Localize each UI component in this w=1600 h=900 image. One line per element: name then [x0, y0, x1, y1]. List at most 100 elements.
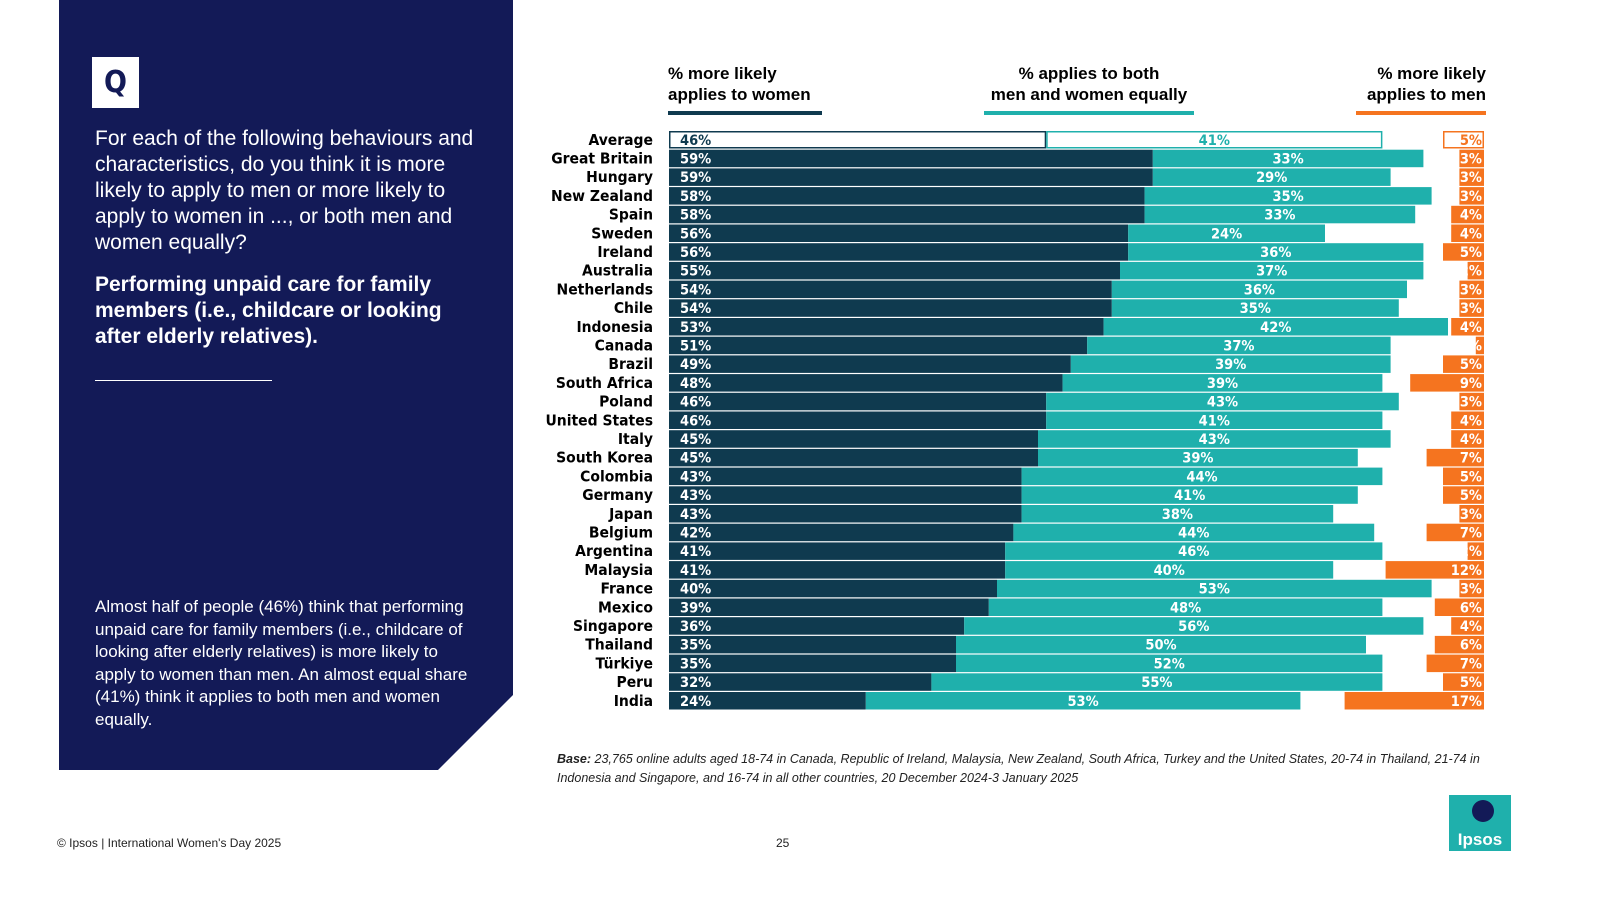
label-both: 53% — [1067, 694, 1098, 710]
base-label: Base: — [557, 752, 592, 766]
label-men: 6% — [1460, 638, 1482, 654]
label-both: 33% — [1272, 151, 1303, 167]
category-label: Peru — [617, 673, 654, 691]
label-men: 3% — [1460, 170, 1482, 186]
bar-both — [956, 635, 1366, 654]
label-both: 43% — [1207, 395, 1238, 411]
label-women: 56% — [680, 245, 711, 261]
category-label: New Zealand — [551, 187, 653, 205]
category-label: Spain — [609, 206, 653, 224]
category-label: Chile — [614, 299, 653, 317]
category-label: Thailand — [585, 636, 653, 654]
label-men: 3% — [1460, 282, 1482, 298]
legend-women-swatch — [668, 111, 822, 115]
bar-men — [1443, 355, 1484, 373]
category-label: Canada — [595, 336, 653, 354]
label-men: 3% — [1460, 507, 1482, 523]
legend-women-line2: applies to women — [668, 85, 811, 104]
bar-women — [669, 635, 956, 654]
bar-men — [1385, 561, 1484, 579]
label-men: 4% — [1460, 208, 1482, 224]
category-label: France — [601, 580, 653, 598]
bar-women — [669, 542, 1006, 560]
bar-women — [669, 280, 1112, 299]
label-women: 24% — [680, 694, 711, 710]
category-label: South Korea — [556, 449, 653, 467]
bar-women — [669, 299, 1112, 317]
bar-both — [1103, 318, 1448, 336]
label-both: 36% — [1244, 282, 1275, 298]
bar-women — [669, 448, 1038, 467]
label-women: 49% — [680, 357, 711, 373]
label-women: 56% — [680, 226, 711, 242]
copyright: © Ipsos | International Women's Day 2025 — [57, 836, 282, 850]
label-both: 46% — [1178, 544, 1209, 560]
bar-men — [1443, 486, 1484, 504]
label-women: 40% — [680, 582, 711, 598]
summary-text: Almost half of people (46%) think that p… — [95, 597, 468, 729]
label-women: 43% — [680, 469, 711, 485]
question-panel: Q For each of the following behaviours a… — [59, 0, 513, 770]
bar-women — [669, 486, 1022, 504]
q-badge: Q — [92, 57, 139, 108]
bar-men — [1426, 448, 1484, 467]
label-both: 56% — [1178, 619, 1209, 635]
legend-men-line2: applies to men — [1366, 85, 1486, 104]
bar-women — [669, 205, 1145, 224]
label-both: 55% — [1141, 675, 1172, 691]
legend-men-line1: % more likely — [1377, 64, 1486, 83]
label-women: 53% — [680, 320, 711, 336]
label-both: 39% — [1182, 451, 1213, 467]
label-women: 32% — [680, 675, 711, 691]
label-both: 43% — [1199, 432, 1230, 448]
bar-women — [669, 692, 866, 710]
bar-men — [1451, 205, 1484, 224]
bar-men — [1459, 299, 1484, 317]
bar-women — [669, 430, 1038, 448]
bar-both — [1144, 205, 1416, 224]
bar-men — [1443, 467, 1484, 486]
bar-women — [669, 579, 997, 598]
label-both: 29% — [1256, 170, 1287, 186]
legend-men-swatch — [1356, 111, 1486, 115]
label-men: 3% — [1460, 582, 1482, 598]
bar-men — [1451, 411, 1484, 429]
bar-women — [669, 374, 1063, 392]
category-label: Italy — [618, 430, 653, 448]
legend-both: % applies to both men and women equally — [984, 63, 1194, 115]
label-women: 46% — [680, 395, 711, 411]
bar-men — [1443, 673, 1484, 691]
label-both: 53% — [1199, 582, 1230, 598]
bar-both — [1128, 243, 1424, 261]
bar-men — [1451, 430, 1484, 448]
bar-both — [988, 598, 1383, 616]
bar-both — [956, 654, 1383, 673]
bar-both — [1038, 448, 1358, 467]
legend-women-line1: % more likely — [668, 64, 777, 83]
bar-women — [669, 224, 1129, 242]
label-women: 58% — [680, 189, 711, 205]
label-both: 50% — [1145, 638, 1176, 654]
category-label: Türkiye — [596, 654, 653, 672]
bar-both — [964, 617, 1424, 635]
label-women: 35% — [680, 638, 711, 654]
label-both: 39% — [1207, 376, 1238, 392]
label-both: 36% — [1260, 245, 1291, 261]
label-men: 4% — [1460, 320, 1482, 336]
category-label: Colombia — [580, 467, 653, 485]
bar-both — [1046, 392, 1399, 411]
label-women: 59% — [680, 151, 711, 167]
question-text: For each of the following behaviours and… — [95, 127, 474, 254]
label-both: 33% — [1264, 208, 1295, 224]
label-men: 5% — [1460, 245, 1482, 261]
bar-men — [1459, 149, 1484, 168]
bar-both — [1046, 411, 1383, 429]
bar-women — [669, 673, 932, 691]
label-women: 58% — [680, 208, 711, 224]
label-men: 3% — [1460, 189, 1482, 205]
bar-both — [1070, 355, 1391, 373]
category-label: Japan — [608, 505, 653, 523]
bar-women — [669, 411, 1047, 429]
label-men: 7% — [1460, 656, 1482, 672]
label-women: 46% — [680, 413, 711, 429]
